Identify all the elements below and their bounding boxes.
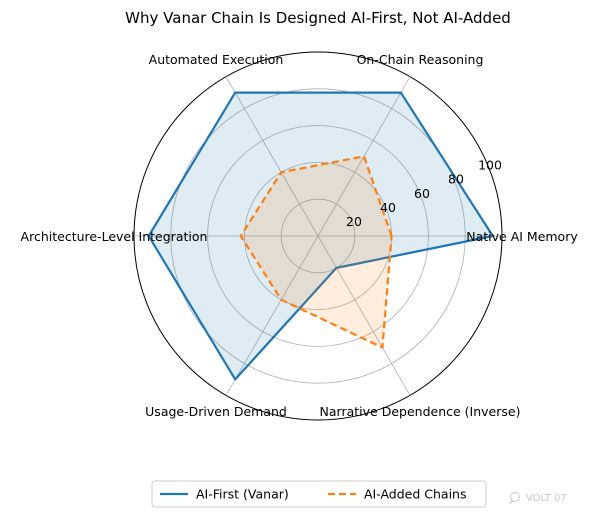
series-line-1 [239,155,393,349]
category-label-0: Native AI Memory [466,229,578,244]
tick-label-100: 100 [478,158,502,173]
watermark: VOLT 07 [508,492,567,505]
series-line-0 [147,91,494,381]
radar-grid [133,51,503,421]
legend-label-0: AI-First (Vanar) [196,487,289,502]
grid-spoke-4 [225,235,319,396]
legend-item-0: AI-First (Vanar) [160,487,289,502]
legend: AI-First (Vanar) AI-Added Chains [151,480,487,508]
radial-tick-labels: 20 40 60 80 100 [346,158,502,229]
series-area-1 [240,156,392,348]
legend-item-1: AI-Added Chains [328,487,467,502]
grid-spoke-5 [317,235,411,396]
series-1 [239,155,393,349]
tick-label-60: 60 [414,186,430,201]
category-labels: Native AI Memory On-Chain Reasoning Automa… [21,52,579,419]
grid-spoke-1 [317,76,411,237]
chat-bubble-icon [508,492,520,505]
category-label-3: Architecture-Level Integration [21,229,208,244]
radar-series [147,91,494,381]
grid-spoke-2 [225,76,319,237]
category-label-1: On-Chain Reasoning [357,52,484,67]
tick-label-80: 80 [448,172,464,187]
category-label-5: Narrative Dependence (Inverse) [320,404,521,419]
legend-box [151,480,487,508]
chart-title: Why Vanar Chain Is Designed AI-First, No… [125,9,511,27]
legend-label-1: AI-Added Chains [364,487,467,502]
category-label-2: Automated Execution [149,52,284,67]
category-label-4: Usage-Driven Demand [145,404,287,419]
series-area-0 [148,92,493,380]
watermark-text: VOLT 07 [526,493,567,504]
series-0 [147,91,494,381]
tick-label-20: 20 [346,214,362,229]
tick-label-40: 40 [380,200,396,215]
